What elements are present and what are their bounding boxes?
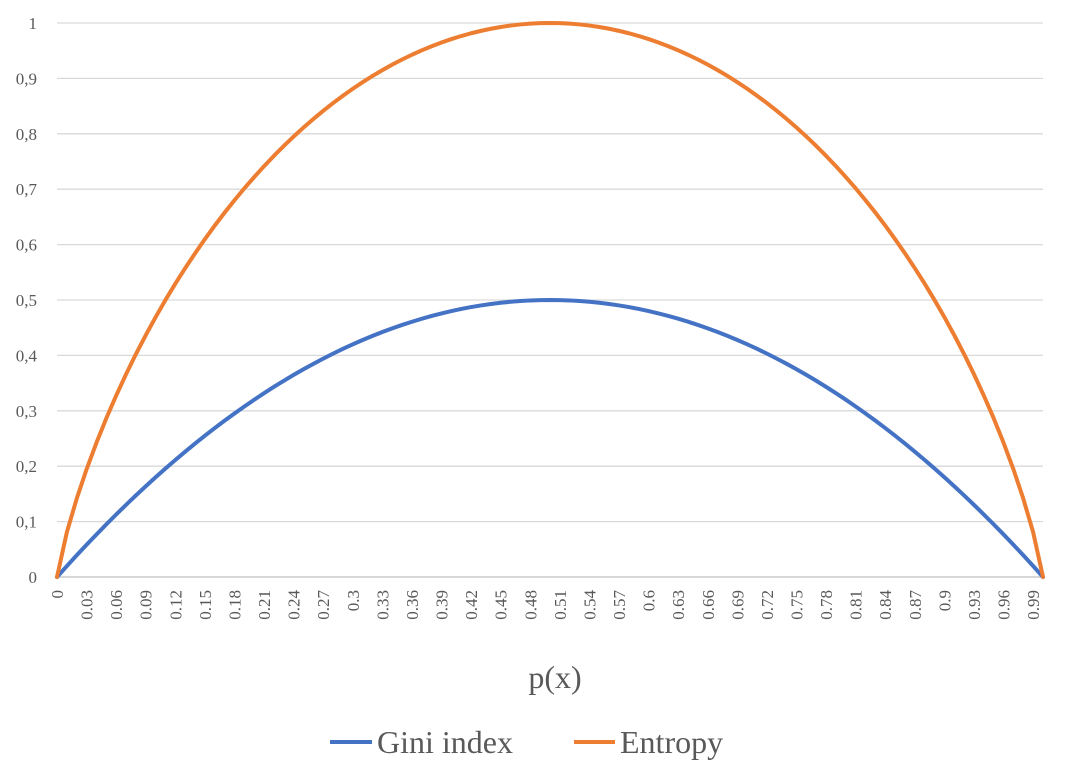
x-tick-label: 0.33 <box>373 590 392 620</box>
x-tick-label: 0.36 <box>403 590 422 620</box>
x-tick-label: 0.06 <box>107 590 126 620</box>
x-tick-label: 0.18 <box>225 590 244 620</box>
x-tick-label: 0.45 <box>492 590 511 620</box>
x-tick-label: 0.78 <box>817 590 836 620</box>
x-tick-label: 0.03 <box>78 590 97 620</box>
x-axis-title: p(x) <box>528 659 581 695</box>
x-tick-label: 0.42 <box>462 590 481 620</box>
legend-label-gini: Gini index <box>377 724 513 760</box>
x-tick-label: 0.69 <box>728 590 747 620</box>
series-lines <box>55 21 1045 579</box>
x-tick-label: 0.81 <box>847 590 866 620</box>
y-tick-label: 0,1 <box>16 513 37 532</box>
x-tick-label: 0.66 <box>699 590 718 620</box>
x-tick-label: 0.72 <box>758 590 777 620</box>
x-tick-label: 0.39 <box>433 590 452 620</box>
x-tick-label: 0.93 <box>965 590 984 620</box>
x-tick-label: 0.9 <box>935 590 954 611</box>
x-tick-label: 0.57 <box>610 590 629 620</box>
x-tick-label: 0.09 <box>137 590 156 620</box>
x-tick-label: 0.27 <box>314 590 333 620</box>
y-tick-label: 0,8 <box>16 125 37 144</box>
y-axis-ticks: 0 0,1 0,2 0,3 0,4 0,5 0,6 0,7 0,8 0,9 1 <box>16 14 38 587</box>
y-tick-label: 0,5 <box>16 291 37 310</box>
x-tick-label: 0.99 <box>1024 590 1043 620</box>
x-tick-label: 0.51 <box>551 590 570 620</box>
x-tick-label: 0.24 <box>285 590 304 620</box>
x-tick-label: 0.12 <box>166 590 185 620</box>
y-tick-label: 0,9 <box>16 69 37 88</box>
x-tick-label: 0.96 <box>995 590 1014 620</box>
x-axis-ticks: 0 0.03 0.06 0.09 0.12 0.15 0.18 0.21 0.24 0.27 0.3… <box>48 590 1043 620</box>
x-tick-label: 0 <box>48 590 67 599</box>
y-tick-label: 0 <box>29 568 38 587</box>
x-tick-label: 0.54 <box>580 590 599 620</box>
legend: Gini index Entropy <box>330 724 723 760</box>
y-tick-label: 1 <box>29 14 38 33</box>
x-tick-label: 0.87 <box>906 590 925 620</box>
x-tick-label: 0.48 <box>521 590 540 620</box>
x-tick-label: 0.15 <box>196 590 215 620</box>
x-tick-label: 0.84 <box>876 590 895 620</box>
x-tick-label: 0.63 <box>669 590 688 620</box>
series-line-entropy <box>55 21 1045 579</box>
x-tick-label: 0.21 <box>255 590 274 620</box>
x-tick-label: 0.75 <box>788 590 807 620</box>
y-tick-label: 0,6 <box>16 236 37 255</box>
x-tick-label: 0.6 <box>640 590 659 611</box>
y-tick-label: 0,2 <box>16 457 37 476</box>
y-tick-label: 0,3 <box>16 402 37 421</box>
legend-label-entropy: Entropy <box>620 724 723 760</box>
y-tick-label: 0,4 <box>16 346 38 365</box>
y-tick-label: 0,7 <box>16 180 38 199</box>
series-line-gini-index <box>55 298 1045 579</box>
x-tick-label: 0.3 <box>344 590 363 611</box>
